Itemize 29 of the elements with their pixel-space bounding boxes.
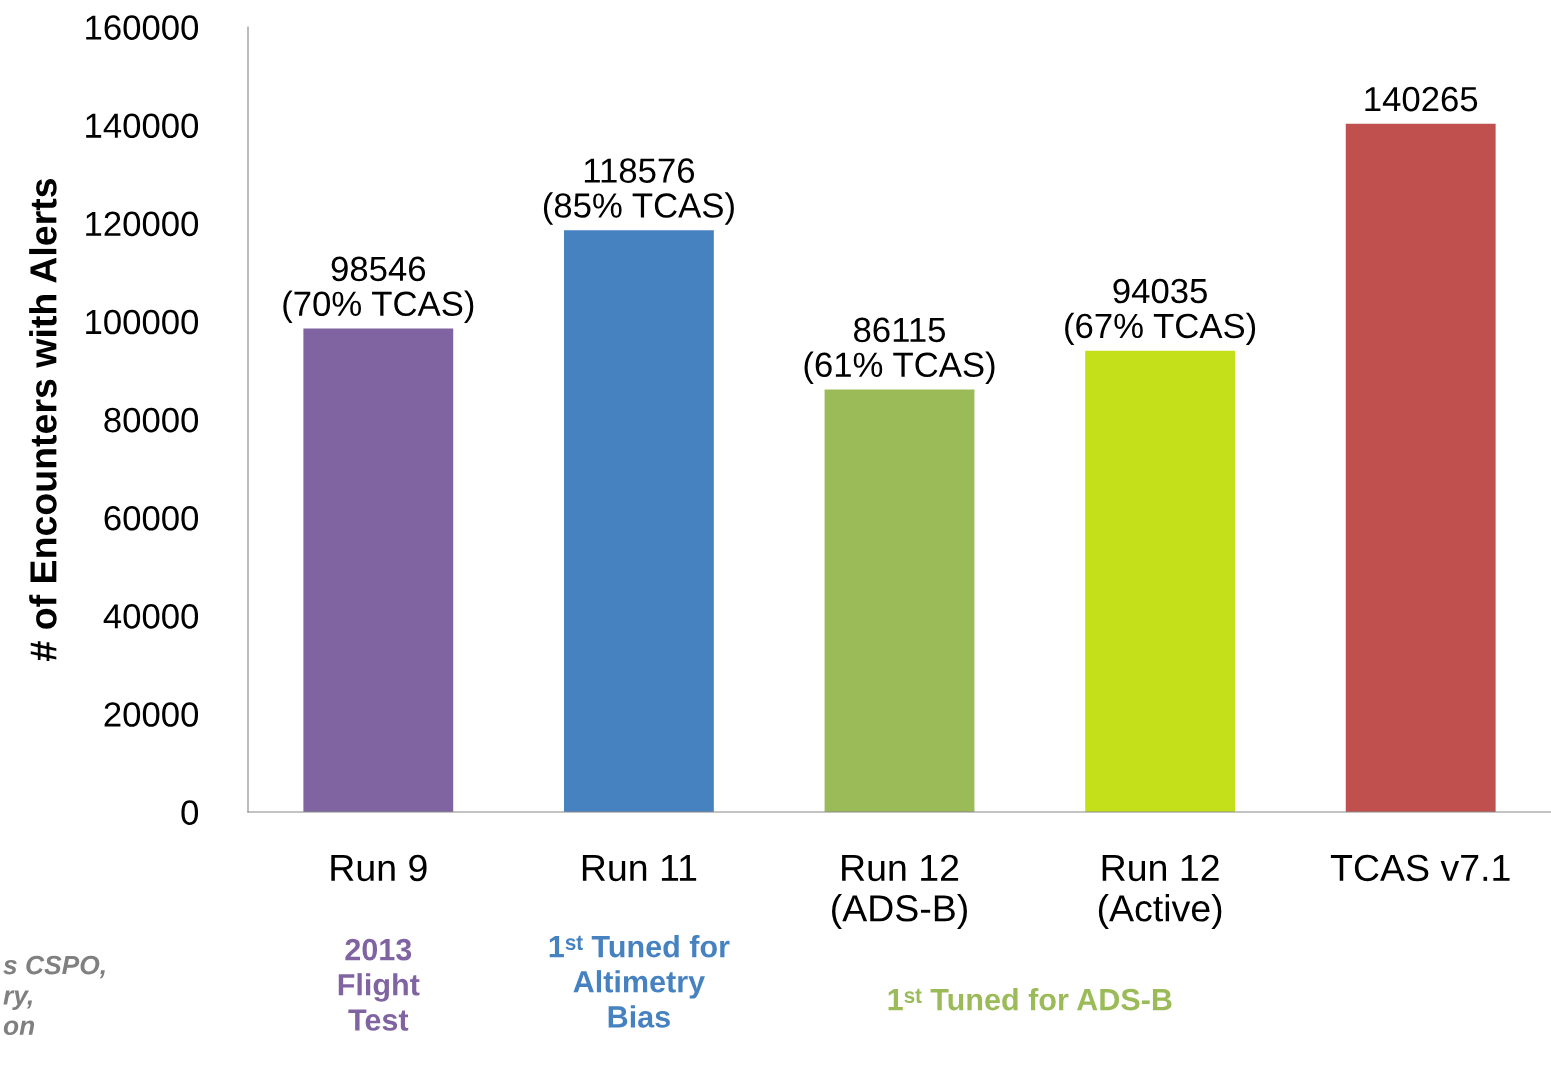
- text: 2013 Flight Test: [338, 938, 420, 1031]
- data-label: 118576 (85% TCAS): [543, 158, 734, 225]
- x-tick-label: Run 9: [331, 854, 427, 882]
- bar: [824, 389, 975, 812]
- y-axis-title: # of Encounters with Alerts: [29, 178, 57, 661]
- x-tick-label: Run 11: [582, 855, 697, 882]
- y-tick-label: 80000: [104, 407, 199, 433]
- bar: [303, 328, 454, 812]
- x-tick-label: Run 12 (ADS-B): [832, 854, 967, 929]
- data-label: 140265: [1365, 86, 1478, 112]
- data-label: 98546 (70% TCAS): [283, 256, 474, 323]
- text: s CSPO, ry, on: [3, 955, 105, 1036]
- x-tick-label: TCAS v7.1: [1330, 854, 1510, 882]
- y-tick-label: 60000: [104, 505, 199, 531]
- y-tick-label: 20000: [104, 702, 199, 727]
- bar: [1085, 350, 1236, 812]
- text: 1ˢᵗ Tuned for ADS-B: [888, 988, 1172, 1011]
- bar: [1345, 123, 1496, 812]
- y-tick-label: 0: [181, 800, 199, 825]
- y-tick-label: 160000: [86, 15, 199, 40]
- data-label: 94035 (67% TCAS): [1065, 278, 1256, 346]
- y-tick-label: 120000: [86, 211, 199, 237]
- y-tick-label: 100000: [86, 309, 199, 335]
- data-label: 86115 (61% TCAS): [804, 317, 995, 384]
- y-tick-label: 140000: [86, 113, 199, 139]
- text: 1ˢᵗ Tuned for Altimetry Bias: [549, 935, 730, 1028]
- y-tick-label: 40000: [103, 604, 199, 629]
- x-tick-label: Run 12 (Active): [1098, 854, 1222, 929]
- bar: [563, 230, 714, 812]
